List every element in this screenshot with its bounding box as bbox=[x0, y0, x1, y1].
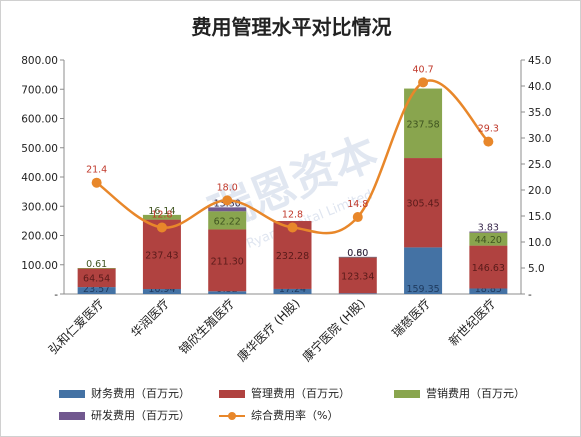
y-right-tick-label: 15.0 bbox=[528, 211, 551, 223]
expense-ratio-label: 18.0 bbox=[217, 182, 238, 193]
legend-label-marketing: 营销费用（百万元） bbox=[426, 387, 525, 400]
expense-ratio-point bbox=[352, 212, 363, 223]
bar-segment bbox=[338, 256, 377, 258]
bar-segment bbox=[404, 88, 443, 159]
bar-segment bbox=[208, 291, 247, 294]
expense-ratio-label: 40.7 bbox=[412, 64, 433, 75]
bar-value-label: 123.34 bbox=[341, 271, 374, 282]
bar-segment bbox=[77, 268, 116, 269]
bar-segment bbox=[208, 211, 247, 230]
x-category-label: 瑞慈医疗 bbox=[389, 296, 434, 341]
x-category-label: 弘和仁爱医疗 bbox=[46, 296, 107, 357]
legend-label-expense-ratio: 综合费用率（%） bbox=[251, 409, 339, 422]
bar-segment bbox=[142, 214, 181, 220]
legend-label-rnd: 研发费用（百万元） bbox=[91, 409, 190, 422]
bar-value-label: 23.57 bbox=[83, 284, 110, 295]
bar-segment bbox=[404, 247, 443, 294]
legend-item-expense-ratio: 综合费用率（%） bbox=[219, 408, 338, 424]
bar-segment bbox=[77, 268, 116, 288]
chart-title: 费用管理水平对比情况 bbox=[191, 15, 392, 39]
bar-segment bbox=[338, 257, 377, 294]
bar-value-label: 3.83 bbox=[478, 223, 499, 234]
legend-swatch-admin bbox=[219, 390, 245, 398]
bar-value-label: 64.54 bbox=[83, 274, 110, 285]
x-category-label: 新世纪医疗 bbox=[445, 296, 498, 349]
legend-label-admin: 管理费用（百万元） bbox=[251, 387, 350, 400]
bar-segment bbox=[273, 288, 312, 294]
y-right-tick-label: 40.0 bbox=[528, 81, 551, 93]
y-right-tick-label: 30.0 bbox=[528, 133, 551, 145]
bar-segment bbox=[469, 245, 508, 289]
y-right-tick-label: 25.0 bbox=[528, 159, 551, 171]
bar-value-label: 0.80 bbox=[347, 248, 368, 259]
x-category-label: 锦欣生殖医疗 bbox=[176, 296, 238, 358]
y-left-tick-label: 400.00 bbox=[21, 172, 58, 184]
expense-ratio-point bbox=[483, 136, 494, 147]
bar-segment bbox=[142, 289, 181, 294]
bar-value-label: 0.61 bbox=[86, 259, 107, 270]
y-left-tick-label: 700.00 bbox=[21, 84, 58, 96]
y-right-tick-label: 35.0 bbox=[528, 107, 551, 119]
legend-item-rnd: 研发费用（百万元） bbox=[59, 408, 190, 424]
y-right-tick-label: - bbox=[528, 289, 532, 301]
bar-segment bbox=[208, 207, 247, 212]
expense-ratio-point bbox=[287, 222, 298, 233]
y-right-tick-label: 20.0 bbox=[528, 185, 551, 197]
x-category-label: 康华医疗 (H股) bbox=[234, 296, 303, 365]
bar-value-label: 232.28 bbox=[276, 251, 309, 262]
bar-value-label: 237.43 bbox=[145, 250, 178, 261]
bar-value-label: 146.63 bbox=[472, 263, 505, 274]
legend-item-marketing: 营销费用（百万元） bbox=[394, 386, 525, 402]
expense-ratio-point bbox=[156, 222, 167, 233]
legend-swatch-rnd bbox=[59, 412, 85, 420]
y-left-tick-label: 800.00 bbox=[21, 55, 58, 67]
bar-segment bbox=[77, 287, 116, 294]
y-left-tick-label: 500.00 bbox=[21, 143, 58, 155]
x-category-label: 华润医疗 bbox=[128, 296, 172, 340]
y-right-tick-label: 5.0 bbox=[528, 263, 545, 275]
expense-ratio-point bbox=[418, 77, 429, 88]
bar-segment bbox=[404, 158, 443, 248]
legend-label-finance: 财务费用（百万元） bbox=[91, 387, 190, 400]
bar-segment bbox=[469, 231, 508, 233]
expense-ratio-label: 14.8 bbox=[347, 199, 368, 210]
bar-value-label: 18.85 bbox=[475, 284, 502, 295]
y-left-tick-label: 200.00 bbox=[21, 231, 58, 243]
bar-segment bbox=[469, 232, 508, 246]
bar-value-label: 305.45 bbox=[406, 199, 439, 210]
legend-swatch-finance bbox=[59, 390, 85, 398]
bar-segment bbox=[469, 288, 508, 294]
expense-ratio-point bbox=[91, 177, 102, 188]
legend-item-admin: 管理费用（百万元） bbox=[219, 386, 350, 402]
legend-item-finance: 财务费用（百万元） bbox=[59, 386, 190, 402]
bar-value-label: 16.94 bbox=[148, 284, 175, 295]
bar-value-label: 0.60 bbox=[347, 248, 368, 259]
bar-value-label: 62.22 bbox=[214, 216, 241, 227]
y-left-tick-label: 600.00 bbox=[21, 114, 58, 126]
expense-ratio-label: 12.8 bbox=[282, 209, 303, 220]
bar-value-label: 211.30 bbox=[211, 256, 244, 267]
legend-swatch-expense-ratio bbox=[219, 412, 245, 420]
bar-value-label: 237.58 bbox=[406, 119, 439, 130]
legend-swatch-marketing bbox=[394, 390, 420, 398]
expense-ratio-label: 12.8 bbox=[151, 209, 172, 220]
expense-ratio-label: 29.3 bbox=[478, 124, 499, 135]
expense-ratio-point bbox=[222, 195, 233, 206]
bar-value-label: 17.24 bbox=[279, 284, 306, 295]
y-left-tick-label: 100.00 bbox=[21, 260, 58, 272]
y-left-tick-label: - bbox=[54, 289, 58, 301]
y-right-tick-label: 45.0 bbox=[528, 55, 551, 67]
bar-value-label: 44.20 bbox=[475, 235, 502, 246]
bar-segment bbox=[338, 293, 377, 294]
y-right-tick-label: 10.0 bbox=[528, 237, 551, 249]
x-category-label: 康宁医院 (H股) bbox=[299, 296, 368, 365]
bar-value-label: 159.35 bbox=[406, 284, 439, 295]
expense-ratio-label: 21.4 bbox=[86, 165, 107, 176]
bar-value-label: 16.14 bbox=[148, 206, 175, 217]
y-left-tick-label: 300.00 bbox=[21, 201, 58, 213]
bar-segment bbox=[208, 229, 247, 292]
